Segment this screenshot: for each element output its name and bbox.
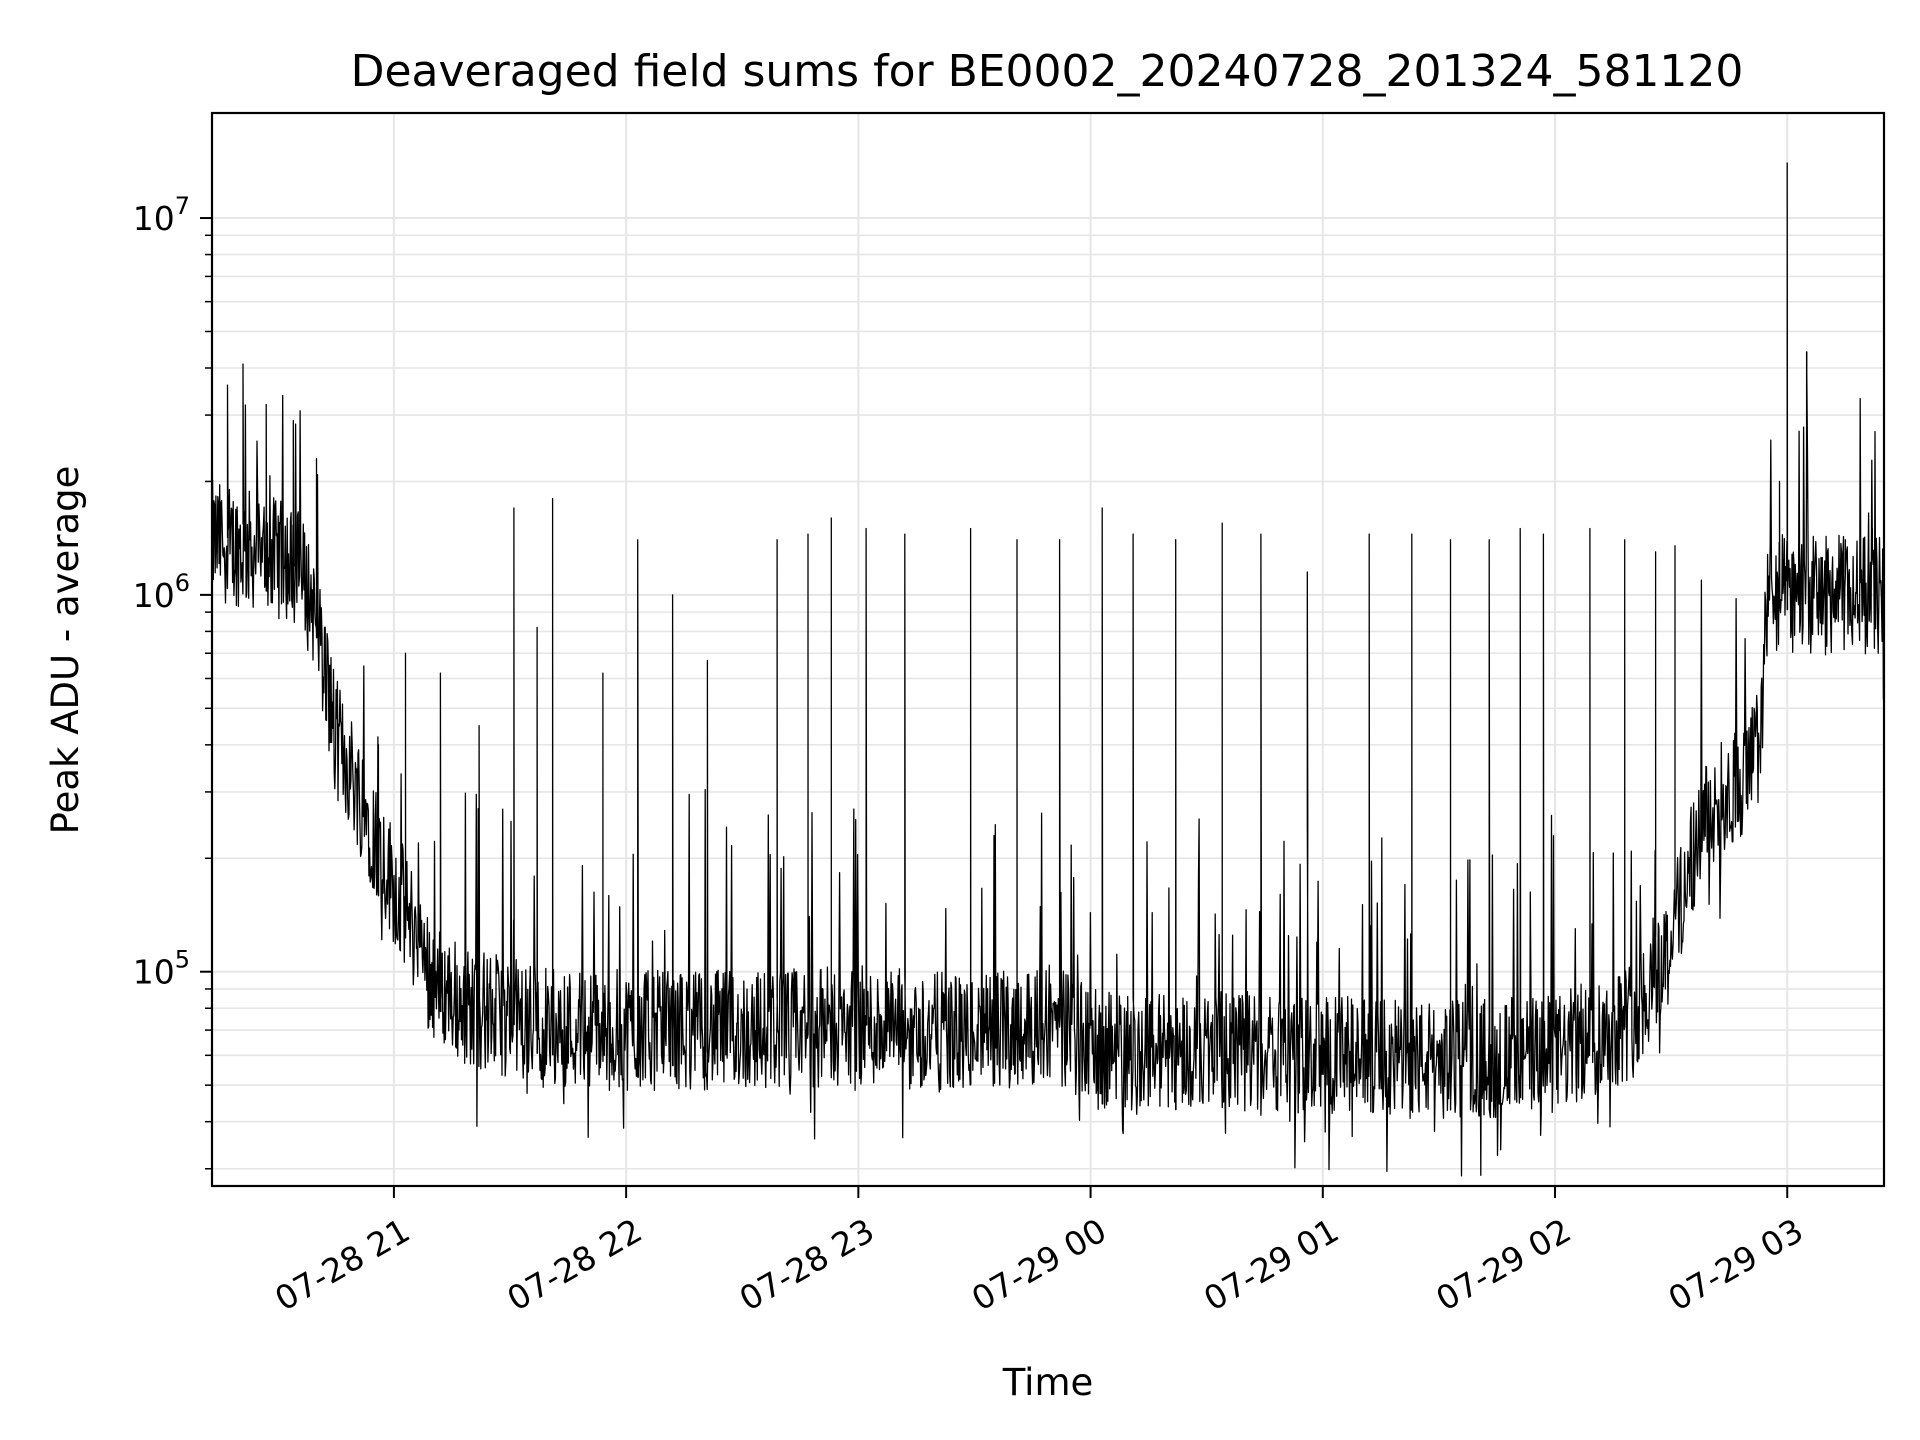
y-axis-label: Peak ADU - average	[44, 466, 87, 835]
y-tick-label: 105	[133, 946, 190, 992]
x-axis-label: Time	[1002, 1361, 1094, 1404]
plot-frame	[210, 111, 1886, 1188]
y-tick-label: 107	[133, 192, 190, 238]
y-tick-label: 106	[133, 569, 190, 615]
series-line	[212, 162, 1884, 1177]
y-axis: 105 106 107	[133, 192, 212, 1170]
chart-title: Deaveraged field sums for BE0002_2024072…	[351, 46, 1744, 97]
